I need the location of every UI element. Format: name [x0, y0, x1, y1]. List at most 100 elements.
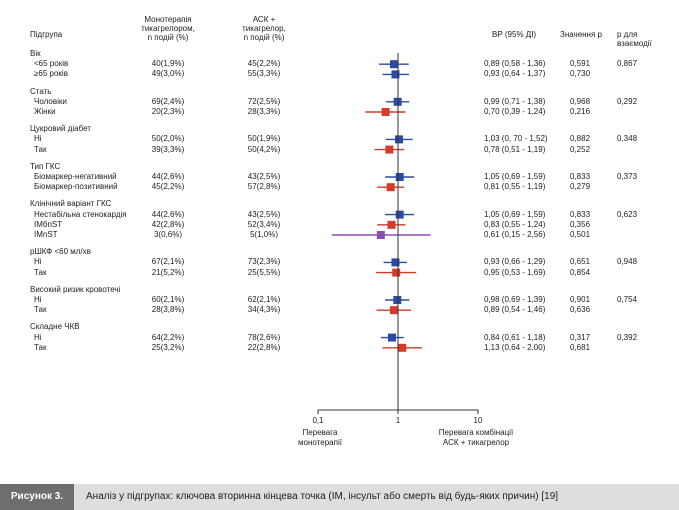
hr-ci-text: 0,84 (0,61 - 1,18)	[484, 332, 546, 342]
header-mono: Монотерапія тикагрелором, n подій (%)	[141, 15, 195, 42]
p-value: 0,854	[570, 267, 591, 277]
hr-ci-text: 0,78 (0,51 - 1,19)	[484, 144, 546, 154]
axis-left-label: Перевага монотерапії	[298, 428, 342, 447]
mono-events: 28(3,8%)	[151, 305, 185, 315]
hr-marker	[391, 70, 400, 79]
p-value: 0,833	[570, 172, 591, 181]
group-title: Вік	[30, 49, 41, 58]
mono-events: 20(2,3%)	[151, 107, 185, 116]
row-label: <65 років	[34, 59, 69, 69]
row-label: IMбnST	[34, 219, 63, 229]
group-title: Клінічний варіант ГКС	[30, 199, 112, 209]
p-value: 0,636	[570, 305, 591, 315]
asa-events: 22(2,8%)	[247, 342, 281, 352]
p-value: 0,882	[570, 134, 591, 144]
hr-ci-text: 0,81 (0,55 - 1,19)	[484, 182, 546, 192]
p-value: 0,833	[570, 209, 591, 219]
p-value: 0,501	[570, 230, 591, 239]
hr-marker	[389, 306, 398, 315]
hr-ci-text: 1,13 (0,64 - 2.00)	[484, 342, 546, 352]
mono-events: 40(1,9%)	[151, 59, 185, 69]
forest-plot	[317, 53, 479, 414]
hr-ci-text: 0,70 (0,39 - 1,24)	[484, 107, 546, 116]
row-label: Нестабільна стенокардія	[34, 209, 127, 219]
mono-events: 3(0,6%)	[153, 230, 182, 239]
p-value: 0,968	[570, 96, 591, 106]
row-label: Чоловіки	[34, 96, 67, 106]
hr-marker	[389, 60, 398, 69]
hr-ci-text: 0,93 (0,64 - 1,37)	[484, 69, 546, 79]
hr-ci-text: 0,61 (0,15 - 2,56)	[484, 230, 546, 239]
group-title: Стать	[30, 86, 52, 96]
p-value: 0,730	[570, 69, 591, 79]
header-p-interaction: р для взаємодії	[617, 30, 652, 48]
header-subgroup: Підгрупа	[30, 30, 63, 39]
mono-events: 42(2,8%)	[151, 219, 185, 229]
hr-marker	[395, 210, 404, 219]
hr-ci-text: 0,89 (0,54 - 1,46)	[484, 305, 546, 315]
row-label: Так	[34, 267, 47, 277]
p-value: 0,681	[570, 342, 591, 352]
p-interaction: 0,948	[617, 257, 638, 267]
x-tick-label: 0,1	[312, 416, 324, 425]
row-label: Жінки	[34, 107, 56, 116]
mono-events: 21(5,2%)	[151, 267, 185, 277]
hr-marker	[376, 231, 385, 239]
hr-ci-text: 1,03 (0, 70 - 1,52)	[484, 134, 548, 144]
p-value: 0,591	[570, 59, 591, 69]
hr-marker	[387, 333, 396, 342]
hr-ci-text: 1,05 (0,69 - 1,59)	[484, 209, 546, 219]
asa-events: 5(1,0%)	[249, 230, 278, 239]
hr-marker	[392, 268, 401, 277]
p-interaction: 0,292	[617, 96, 638, 106]
p-value: 0,216	[570, 107, 591, 116]
group-title: Складне ЧКВ	[30, 322, 80, 332]
asa-events: 34(4,3%)	[247, 305, 281, 315]
mono-events: 64(2,2%)	[151, 332, 185, 342]
row-label: Так	[34, 305, 47, 315]
hr-ci-text: 0,95 (0,53 - 1,69)	[484, 267, 546, 277]
row-label: Так	[34, 144, 47, 154]
p-interaction: 0,348	[617, 134, 638, 144]
p-value: 0,252	[570, 144, 591, 154]
row-label: Ні	[34, 134, 42, 144]
p-value: 0,279	[570, 182, 591, 192]
p-value: 0,317	[570, 332, 591, 342]
mono-events: 60(2,1%)	[151, 295, 185, 304]
hr-ci-text: 0,98 (0,69 - 1,39)	[484, 295, 546, 304]
caption-bar: Рисунок 3. Аналіз у підгрупах: ключова в…	[0, 484, 679, 510]
asa-events: 72(2,5%)	[247, 96, 281, 106]
p-interaction: 0,623	[617, 209, 638, 219]
mono-events: 69(2,4%)	[151, 96, 185, 106]
p-interaction: 0,754	[617, 295, 638, 304]
hr-marker	[387, 220, 396, 229]
hr-marker	[386, 183, 395, 192]
hr-marker	[395, 135, 404, 144]
asa-events: 28(3,3%)	[247, 107, 281, 116]
group-title: рШКФ <60 мл/хв	[30, 247, 91, 257]
hr-marker	[398, 343, 407, 352]
hr-marker	[391, 258, 400, 267]
hr-marker	[393, 296, 402, 304]
asa-events: 78(2,6%)	[247, 332, 281, 342]
x-tick-label: 1	[395, 416, 401, 425]
asa-events: 73(2,3%)	[247, 257, 281, 267]
row-label: Ні	[34, 295, 42, 304]
asa-events: 45(2,2%)	[247, 59, 281, 69]
mono-events: 25(3,2%)	[151, 342, 185, 352]
hr-ci-text: 0,89 (0,58 - 1,36)	[484, 59, 546, 69]
hr-marker	[381, 108, 390, 116]
row-label: Ні	[34, 332, 42, 342]
header-p: Значення р	[560, 30, 602, 39]
row-label: ≥65 років	[34, 69, 68, 79]
x-tick-label: 10	[473, 416, 483, 425]
p-interaction: 0,867	[617, 59, 638, 69]
mono-events: 50(2,0%)	[151, 134, 185, 144]
mono-events: 44(2,6%)	[151, 209, 185, 219]
p-value: 0,901	[570, 295, 591, 304]
asa-events: 50(1,9%)	[247, 134, 281, 144]
asa-events: 50(4,2%)	[247, 144, 281, 154]
mono-events: 44(2,6%)	[151, 172, 185, 181]
hr-ci-text: 0,83 (0,55 - 1,24)	[484, 219, 546, 229]
row-label: Так	[34, 342, 47, 352]
